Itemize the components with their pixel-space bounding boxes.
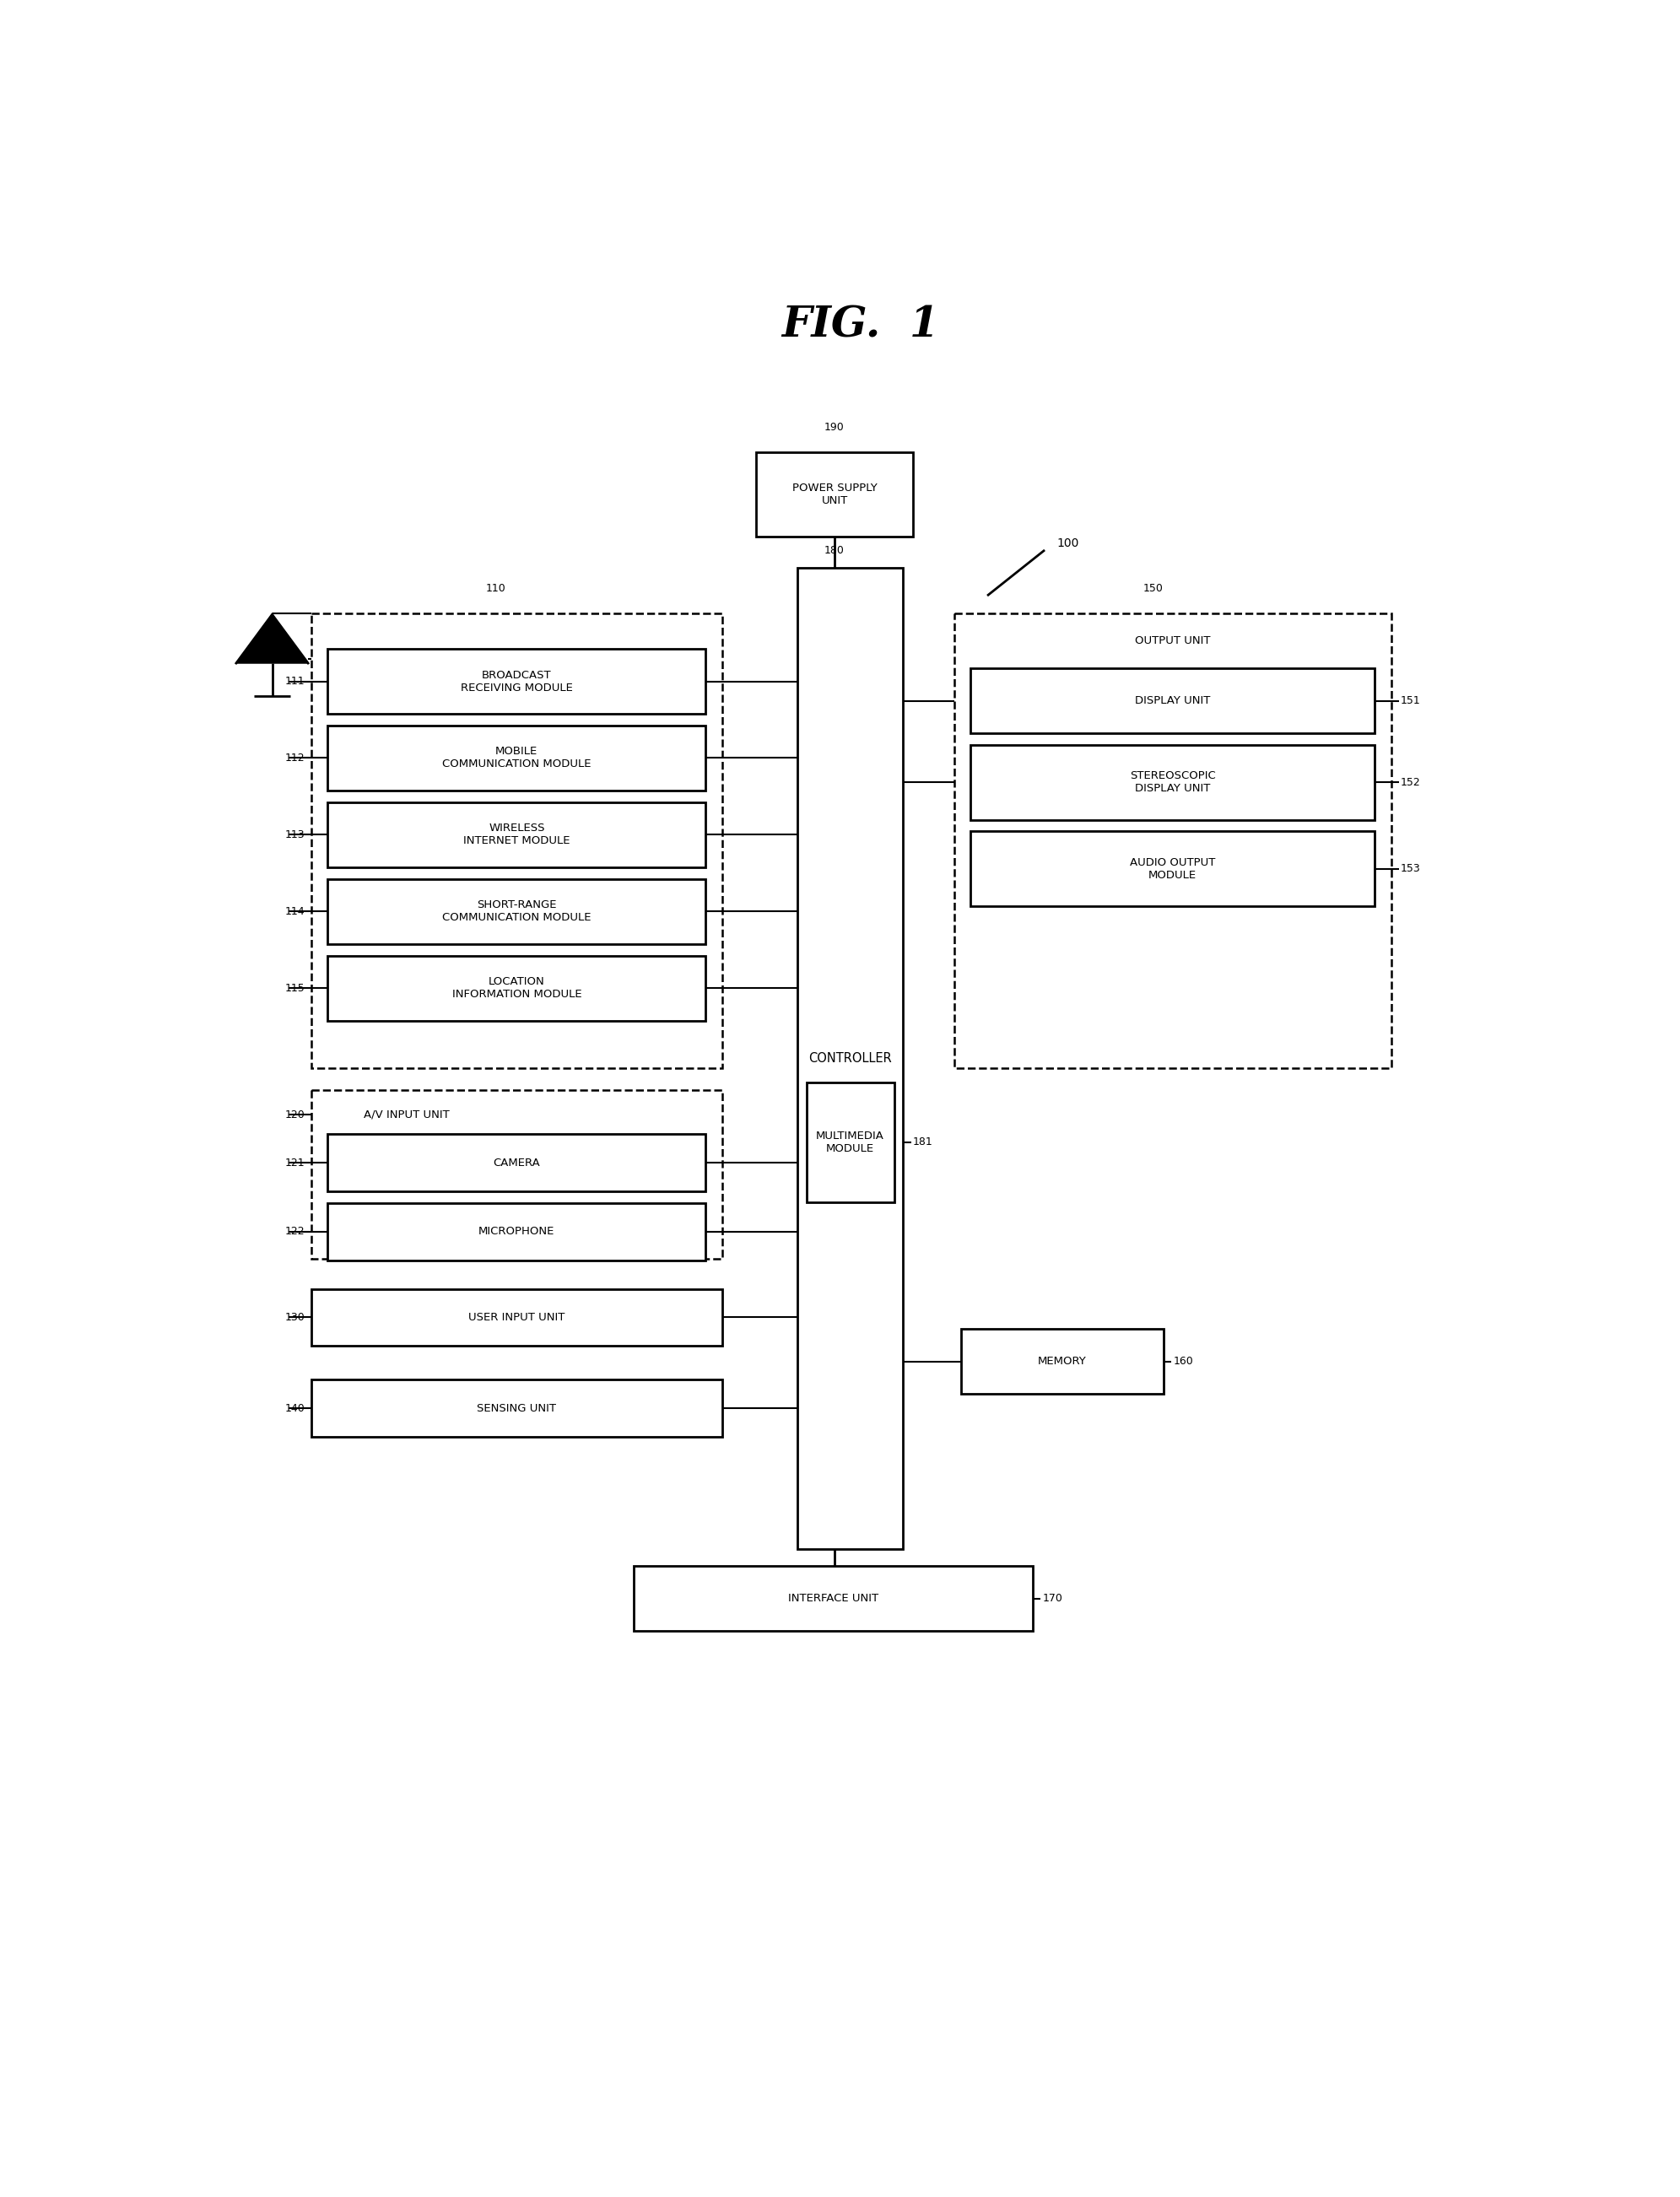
Text: BROADCAST
RECEIVING MODULE: BROADCAST RECEIVING MODULE bbox=[460, 670, 573, 694]
Text: 152: 152 bbox=[1401, 778, 1421, 789]
Text: MULTIMEDIA
MODULE: MULTIMEDIA MODULE bbox=[816, 1131, 884, 1153]
Text: A/V INPUT UNIT: A/V INPUT UNIT bbox=[363, 1109, 450, 1120]
Text: DISPLAY UNIT: DISPLAY UNIT bbox=[1136, 696, 1210, 707]
Text: AUDIO OUTPUT
MODULE: AUDIO OUTPUT MODULE bbox=[1131, 857, 1215, 881]
Bar bbox=[756, 453, 912, 536]
Text: WIRELESS
INTERNET MODULE: WIRELESS INTERNET MODULE bbox=[464, 824, 570, 846]
Text: 122: 122 bbox=[286, 1226, 304, 1237]
Bar bbox=[311, 1290, 722, 1347]
Text: 170: 170 bbox=[1043, 1593, 1063, 1604]
Bar bbox=[798, 567, 904, 1549]
Bar bbox=[328, 725, 706, 791]
Bar bbox=[311, 1380, 722, 1437]
Bar bbox=[328, 956, 706, 1019]
Text: 115: 115 bbox=[286, 982, 304, 993]
Bar bbox=[971, 745, 1374, 819]
Bar bbox=[328, 1134, 706, 1191]
Polygon shape bbox=[237, 615, 307, 663]
Text: 121: 121 bbox=[286, 1158, 304, 1169]
Bar bbox=[311, 613, 722, 1068]
Text: 140: 140 bbox=[286, 1404, 304, 1415]
Text: 153: 153 bbox=[1401, 863, 1421, 874]
Text: SENSING UNIT: SENSING UNIT bbox=[477, 1404, 556, 1415]
Text: MOBILE
COMMUNICATION MODULE: MOBILE COMMUNICATION MODULE bbox=[442, 747, 591, 769]
Bar bbox=[954, 613, 1391, 1068]
Text: 112: 112 bbox=[286, 754, 304, 765]
Text: 111: 111 bbox=[286, 677, 304, 688]
Bar bbox=[311, 1090, 722, 1259]
Text: STEREOSCOPIC
DISPLAY UNIT: STEREOSCOPIC DISPLAY UNIT bbox=[1129, 771, 1216, 793]
Bar bbox=[328, 879, 706, 945]
Text: 151: 151 bbox=[1401, 696, 1421, 707]
Text: POWER SUPPLY
UNIT: POWER SUPPLY UNIT bbox=[791, 483, 877, 505]
Text: 113: 113 bbox=[286, 828, 304, 839]
Text: 180: 180 bbox=[825, 545, 845, 556]
Text: LOCATION
INFORMATION MODULE: LOCATION INFORMATION MODULE bbox=[452, 975, 581, 1000]
Text: 130: 130 bbox=[286, 1312, 304, 1323]
Text: CAMERA: CAMERA bbox=[494, 1158, 541, 1169]
Text: 100: 100 bbox=[1057, 536, 1079, 549]
Text: MICROPHONE: MICROPHONE bbox=[479, 1226, 554, 1237]
Bar bbox=[806, 1083, 894, 1202]
Text: 150: 150 bbox=[1142, 582, 1163, 593]
Bar bbox=[961, 1329, 1164, 1395]
Text: 190: 190 bbox=[825, 422, 845, 433]
Bar bbox=[328, 648, 706, 714]
Text: SHORT-RANGE
COMMUNICATION MODULE: SHORT-RANGE COMMUNICATION MODULE bbox=[442, 899, 591, 923]
Bar bbox=[971, 668, 1374, 734]
Text: INTERFACE UNIT: INTERFACE UNIT bbox=[788, 1593, 879, 1604]
Text: 120: 120 bbox=[286, 1109, 304, 1120]
Bar bbox=[633, 1566, 1033, 1630]
Bar bbox=[328, 802, 706, 868]
Text: MEMORY: MEMORY bbox=[1038, 1356, 1087, 1367]
Text: 181: 181 bbox=[912, 1136, 932, 1147]
Text: FIG.  1: FIG. 1 bbox=[781, 305, 939, 347]
Text: 114: 114 bbox=[286, 905, 304, 916]
Text: USER INPUT UNIT: USER INPUT UNIT bbox=[469, 1312, 564, 1323]
Bar bbox=[328, 1204, 706, 1261]
Text: 110: 110 bbox=[486, 582, 506, 593]
Bar bbox=[971, 830, 1374, 905]
Text: CONTROLLER: CONTROLLER bbox=[808, 1052, 892, 1066]
Text: OUTPUT UNIT: OUTPUT UNIT bbox=[1136, 635, 1210, 646]
Text: 160: 160 bbox=[1173, 1356, 1193, 1367]
